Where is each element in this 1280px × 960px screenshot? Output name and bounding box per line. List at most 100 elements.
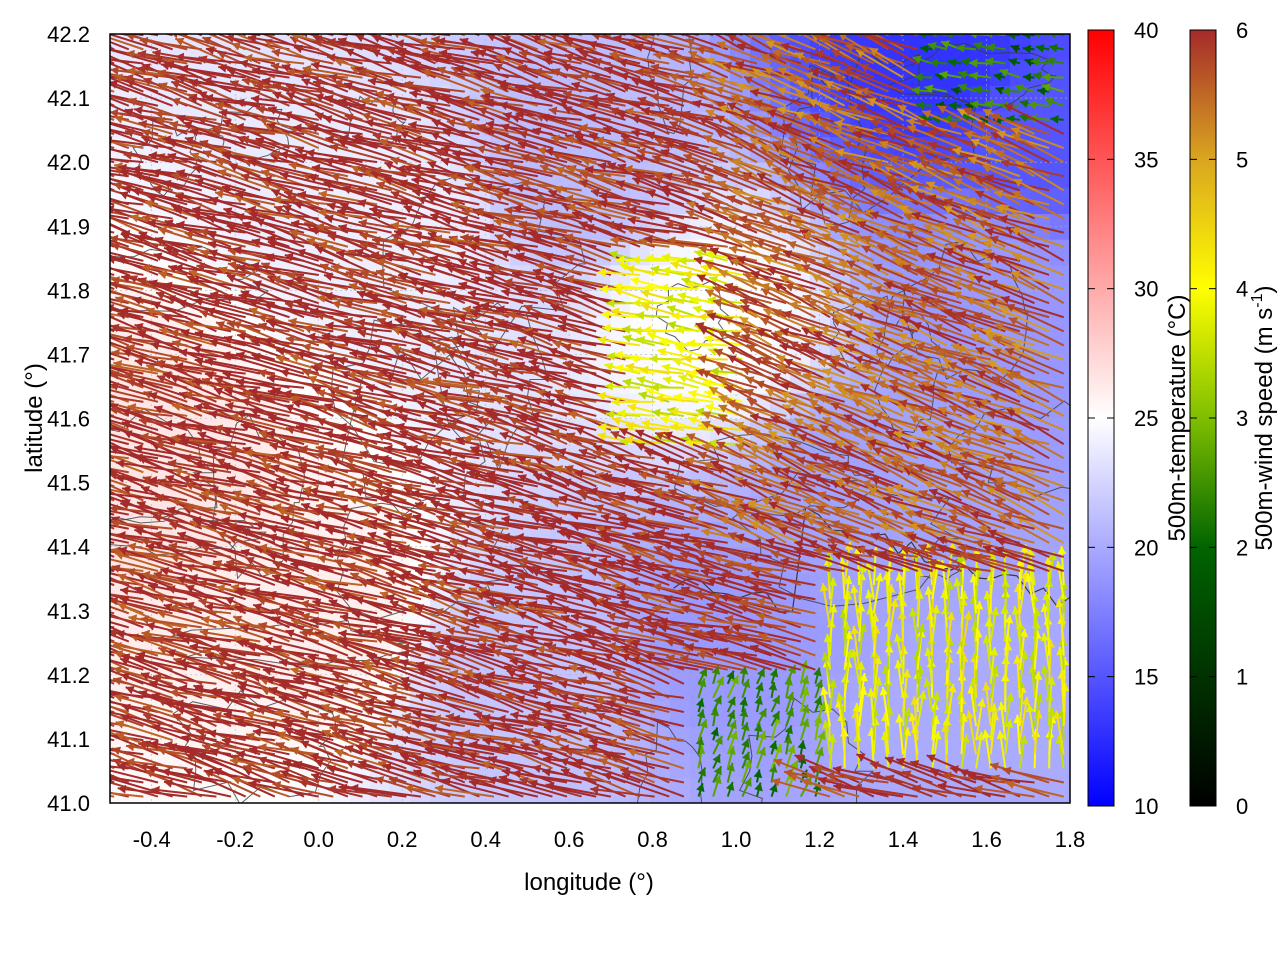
wind-vector <box>125 742 188 756</box>
wind-vector <box>486 34 495 37</box>
temperature-cell <box>1050 341 1070 368</box>
wind-vector <box>805 34 816 37</box>
wind-vector <box>560 34 568 37</box>
wind-vector <box>224 34 232 37</box>
wind-vector <box>110 272 115 276</box>
wind-vector <box>110 525 115 530</box>
wind-vectors <box>110 34 1070 798</box>
wind-vector <box>114 551 173 572</box>
temperature-cell <box>670 777 691 803</box>
wind-vector <box>110 216 159 234</box>
wind-vector <box>110 366 130 375</box>
wind-vector <box>110 456 115 460</box>
temperature-cell <box>310 136 331 163</box>
wind-vector <box>110 83 130 93</box>
wind-vector <box>382 34 392 37</box>
wind-vector <box>163 34 173 37</box>
temperature-cell <box>750 751 771 778</box>
wind-vector <box>110 325 159 333</box>
temperature-cell <box>1050 495 1070 522</box>
temperature-cell <box>210 623 231 650</box>
wind-vector <box>110 328 115 333</box>
terrain-contour <box>200 101 297 159</box>
wind-vector <box>110 290 159 305</box>
wind-vector <box>501 34 509 37</box>
wind-vector <box>110 200 144 206</box>
wind-vector <box>110 644 144 657</box>
wind-vector <box>619 34 626 37</box>
temperature-cell <box>990 777 1011 803</box>
temperature-cell <box>1050 751 1070 778</box>
temperature-cell <box>550 110 571 138</box>
temperature-cell <box>1050 187 1070 215</box>
temperature-cell <box>710 777 731 803</box>
wind-vector <box>110 145 115 150</box>
wind-vector <box>110 729 159 742</box>
wind-vector <box>458 34 466 37</box>
wind-vector <box>110 37 144 51</box>
wind-vector <box>110 710 115 713</box>
wind-vector <box>324 34 334 37</box>
wind-vector <box>839 34 846 37</box>
wind-vector <box>110 97 130 107</box>
temperature-cell <box>930 674 951 702</box>
temperature-cell <box>1030 751 1051 778</box>
wind-vector <box>145 34 159 37</box>
wind-vector <box>110 312 129 319</box>
wind-vector <box>284 34 290 37</box>
wind-vector <box>110 593 144 601</box>
plot-area <box>109 33 1071 804</box>
wind-vector <box>820 34 831 37</box>
wind-vector <box>110 596 115 601</box>
wind-vector <box>110 582 115 587</box>
temperature-cell <box>930 649 951 676</box>
wind-vector <box>110 336 130 347</box>
temperature-cell <box>670 700 691 727</box>
wind-vector <box>517 34 524 37</box>
temperature-cell <box>670 674 691 702</box>
wind-vector <box>313 34 320 37</box>
wind-vector <box>114 693 173 713</box>
terrain-contour <box>636 721 703 803</box>
wind-vector <box>121 703 188 728</box>
wind-vector <box>110 769 159 784</box>
terrain-contour <box>947 400 1070 497</box>
wind-vector <box>110 258 115 262</box>
wind-vector <box>110 713 144 728</box>
wind-vector <box>110 512 115 516</box>
wind-vector <box>110 579 144 587</box>
wind-vector <box>110 569 115 573</box>
wind-vector <box>120 713 188 742</box>
wind-vector <box>110 433 144 446</box>
wind-vector <box>112 641 173 657</box>
wind-vector <box>110 75 115 79</box>
wind-vector <box>195 34 203 37</box>
wind-vector <box>749 34 758 37</box>
wind-vector <box>110 58 144 65</box>
wind-vector <box>110 267 144 276</box>
temperature-cell <box>670 751 691 778</box>
temperature-cell <box>910 597 931 625</box>
wind-vector <box>110 76 144 93</box>
temperature-cell <box>1050 34 1070 61</box>
wind-vector <box>110 458 144 474</box>
wind-vector <box>110 723 115 728</box>
temperature-cell <box>1050 418 1070 445</box>
temperature-cell <box>890 700 911 727</box>
wind-vector <box>125 757 188 770</box>
wind-vector <box>110 576 159 601</box>
wind-vector <box>110 40 130 51</box>
temperature-cell <box>650 777 671 803</box>
temperature-cell <box>630 392 651 420</box>
temperature-cell <box>1050 367 1070 394</box>
terrain-contour <box>673 433 878 517</box>
temperature-cell <box>690 674 711 702</box>
wind-vector <box>111 348 173 361</box>
wind-vector <box>110 438 130 446</box>
wind-vector <box>110 214 129 220</box>
wind-vector <box>909 34 918 37</box>
wind-vector <box>110 659 130 671</box>
temperature-cell <box>890 623 911 650</box>
wind-vector <box>110 405 173 417</box>
wind-vector <box>113 73 173 93</box>
